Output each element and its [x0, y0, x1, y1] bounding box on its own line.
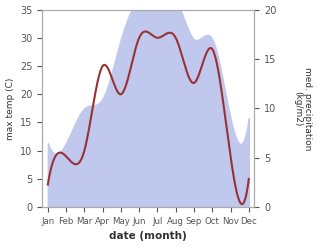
X-axis label: date (month): date (month): [109, 231, 187, 242]
Y-axis label: med. precipitation
(kg/m2): med. precipitation (kg/m2): [293, 67, 313, 150]
Y-axis label: max temp (C): max temp (C): [5, 77, 15, 140]
